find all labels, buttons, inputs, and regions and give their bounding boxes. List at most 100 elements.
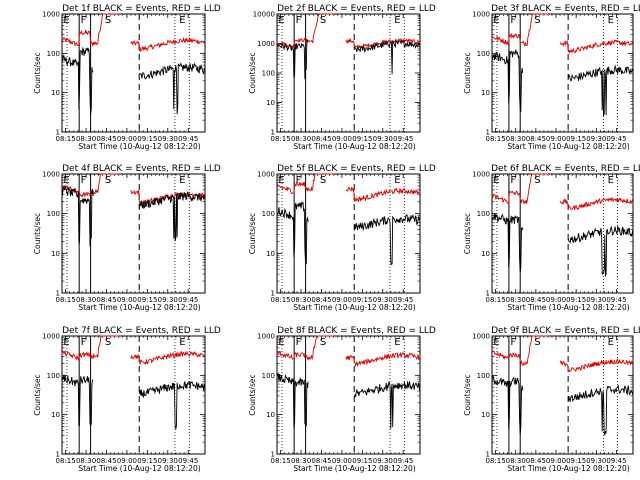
lld-series-line [559,358,634,373]
y-tick-label: 100 [477,50,490,58]
marker-label-f: F [296,15,302,26]
x-tick-label: 09:00 [546,457,566,465]
marker-label-f: F [296,337,302,348]
events-series-line [567,384,634,436]
y-tick-label: 1000 [42,333,60,341]
y-tick-label: 10000 [253,11,275,19]
y-tick-label: 1 [486,290,490,298]
marker-label-e: E [278,175,284,186]
x-tick-label: 09:00 [117,296,137,304]
x-tick-label: 09:45 [178,296,198,304]
x-tick-label: 09:15 [566,457,586,465]
lld-series-line [130,189,206,206]
marker-label-e: E [63,175,69,186]
events-series-line [354,38,421,75]
marker-label-s: S [320,337,326,348]
x-tick-label: 08:15 [485,457,505,465]
panel-det-8: Det 8f BLACK = Events, RED = LLD 1 10 100 10… [248,326,436,473]
y-tick-label: 1000 [472,333,490,341]
x-tick-label: 08:30 [506,457,526,465]
x-tick-label: 08:15 [485,296,505,304]
y-tick-label: 1 [271,290,275,298]
marker-label-e: E [63,337,69,348]
marker-label-f: F [510,15,516,26]
x-tick-label: 09:30 [158,296,178,304]
y-tick-label: 100 [262,372,275,380]
events-series-line [491,212,524,272]
y-tick-label: 1000 [42,171,60,179]
marker-label-e: E [179,175,185,186]
plot-frame [61,13,206,133]
x-tick-label: 09:30 [373,296,393,304]
marker-label-f: F [296,175,302,186]
x-tick-label: 09:45 [393,296,413,304]
x-axis-label: Start Time (10-Aug-12 08:12:20) [78,303,200,312]
x-axis-label: Start Time (10-Aug-12 08:12:20) [78,142,200,151]
y-axis-label: Counts/sec [248,52,257,93]
events-series-line [276,371,309,428]
events-series-line [61,185,94,247]
x-tick-label: 09:15 [566,296,586,304]
chart-title: Det 9f BLACK = Events, RED = LLD [491,326,640,336]
events-series-line [567,225,634,277]
x-tick-label: 08:45 [96,296,116,304]
y-axis-label: Counts/sec [33,52,42,93]
y-tick-label: 10 [481,89,490,97]
x-tick-label: 09:45 [606,296,626,304]
x-axis-label: Start Time (10-Aug-12 08:12:20) [507,142,629,151]
marker-label-f: F [81,175,87,186]
y-tick-label: 10 [266,250,275,258]
panel-det-5: Det 5f BLACK = Events, RED = LLD 1 10 100 10… [248,164,436,312]
x-tick-label: 08:30 [506,135,526,143]
y-tick-label: 100 [477,372,490,380]
events-series-line [491,375,524,435]
x-tick-label: 09:15 [137,135,157,143]
x-tick-label: 09:45 [606,457,626,465]
y-axis-label: Counts/sec [33,374,42,415]
x-tick-label: 09:45 [393,457,413,465]
x-tick-label: 08:15 [485,135,505,143]
x-tick-label: 08:45 [311,135,331,143]
x-tick-label: 08:15 [271,296,291,304]
plot-frame [61,173,206,294]
marker-label-s: S [105,15,111,26]
marker-label-s: S [534,15,540,26]
y-tick-label: 1000 [472,11,490,19]
panel-det-9: Det 9f BLACK = Events, RED = LLD 1 10 100 10… [463,326,640,473]
marker-label-e: E [608,175,614,186]
lld-series-line [130,350,206,365]
chart-title: Det 3f BLACK = Events, RED = LLD [491,4,640,14]
lld-series-line [61,335,120,361]
y-tick-label: 1000 [42,11,60,19]
lld-series-line [276,13,335,49]
lld-series-line [559,197,634,211]
x-tick-label: 09:30 [373,457,393,465]
plot-frame [491,173,634,294]
x-tick-label: 08:30 [76,457,96,465]
panel-det-4: Det 4f BLACK = Events, RED = LLD 1 10 100 10… [33,164,221,312]
marker-label-s: S [534,175,540,186]
y-tick-label: 1 [271,451,275,459]
lld-series-line [345,351,421,368]
marker-label-s: S [320,175,326,186]
marker-label-e: E [394,337,400,348]
x-tick-label: 08:45 [526,135,546,143]
panel-det-1: Det 1f BLACK = Events, RED = LLD 1 10 100 10… [33,4,221,151]
x-tick-label: 08:15 [271,135,291,143]
lld-series-line [559,39,634,55]
events-series-line [138,191,206,242]
x-tick-label: 08:30 [291,135,311,143]
y-axis-label: Counts/sec [33,213,42,254]
lld-series-line [61,13,120,47]
y-tick-label: 1 [56,129,60,137]
x-tick-label: 08:30 [76,296,96,304]
plot-frame [491,13,634,133]
y-tick-label: 100 [477,210,490,218]
events-series-line [353,213,421,266]
y-tick-label: 1 [486,451,490,459]
chart-title: Det 7f BLACK = Events, RED = LLD [62,326,221,336]
y-axis-label: Counts/sec [463,213,472,254]
x-tick-label: 09:00 [117,457,137,465]
y-tick-label: 1000 [257,333,275,341]
y-tick-label: 10 [481,411,490,419]
